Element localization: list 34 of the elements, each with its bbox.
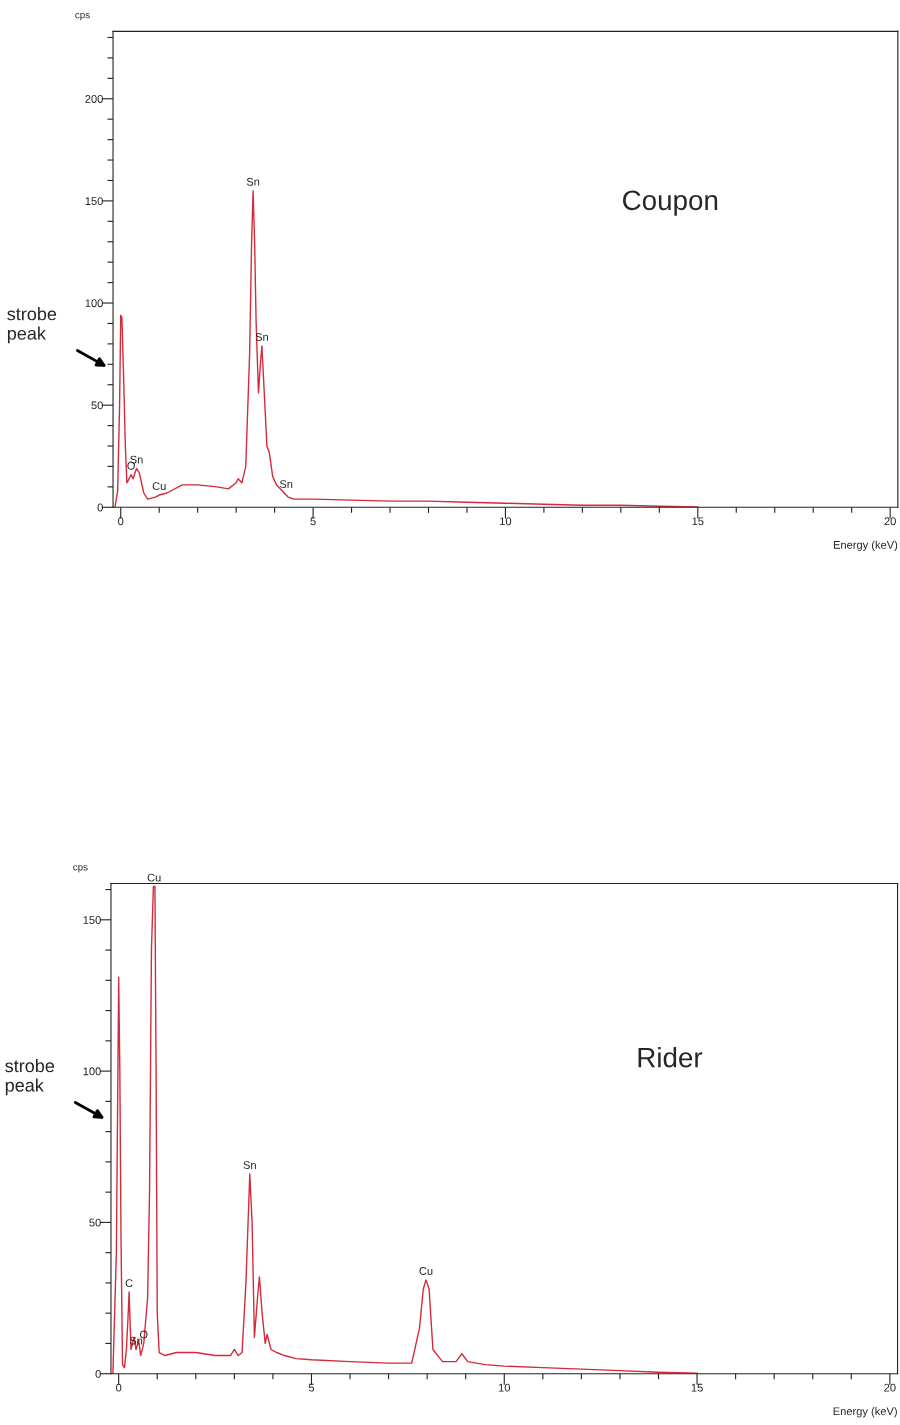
y-tick-label: 100 — [85, 299, 103, 308]
annotation: Cu — [147, 873, 161, 882]
y-tick-label: 150 — [85, 197, 103, 206]
y-tick-label: 100 — [83, 1067, 101, 1076]
y-tick-label: 0 — [95, 1369, 101, 1378]
annotation: Sn — [279, 480, 293, 489]
x-tick-label: 20 — [884, 1383, 896, 1392]
y-tick-label: 50 — [91, 401, 103, 410]
annotation: Sn — [243, 1161, 256, 1170]
y-tick-label: 50 — [89, 1218, 101, 1227]
x-axis-title: Energy (keV) — [833, 540, 898, 551]
x-tick-label: 5 — [308, 1383, 315, 1392]
text: strobe peak — [5, 1058, 55, 1096]
annotation: Cu — [419, 1267, 433, 1275]
x-tick-label: 5 — [310, 517, 316, 526]
text: strobe peak — [7, 307, 57, 344]
annotation: Cu — [152, 482, 166, 491]
y-tick-label: 0 — [97, 503, 103, 512]
x-tick-label: 15 — [692, 517, 704, 526]
y-axis-title: cps — [75, 12, 90, 21]
text: Coupon — [623, 190, 718, 216]
x-tick-label: 10 — [500, 517, 512, 526]
annotation: C — [125, 1279, 133, 1288]
x-tick-label: 0 — [116, 1383, 122, 1392]
y-tick-label: 150 — [83, 916, 101, 924]
annotation: Sn — [246, 177, 260, 186]
x-tick-label: 20 — [884, 517, 896, 526]
y-tick-label: 200 — [85, 95, 103, 103]
x-axis-title: Energy (keV) — [833, 1407, 897, 1418]
x-tick-label: 15 — [691, 1383, 703, 1392]
x-tick-label: 10 — [498, 1383, 511, 1392]
text: Rider — [638, 1047, 703, 1068]
x-tick-label: 0 — [118, 517, 124, 526]
y-axis-title: cps — [73, 865, 88, 873]
